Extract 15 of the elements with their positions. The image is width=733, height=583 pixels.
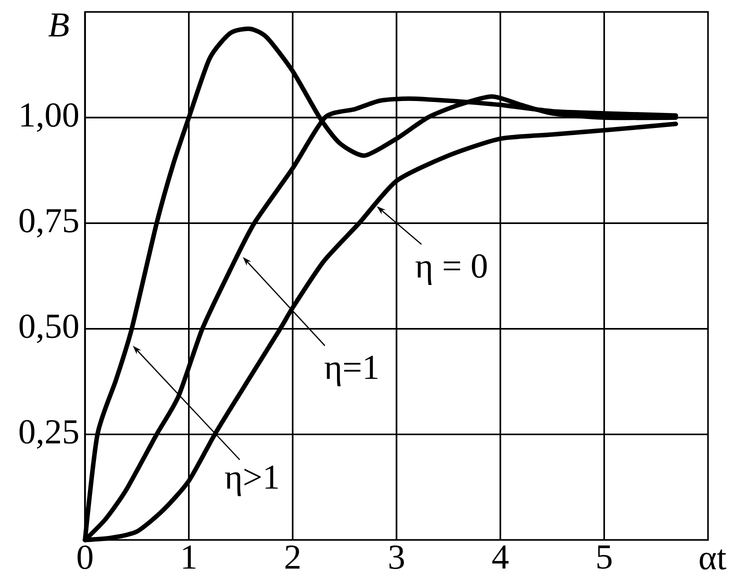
x-tick-label: 5 — [597, 546, 612, 569]
annotation: η = 0 — [416, 254, 487, 286]
x-axis-title: αt — [700, 550, 726, 570]
x-tick-label: 3 — [389, 546, 404, 570]
x-tick-label: 0 — [78, 546, 92, 570]
y-tick-label: 0,50 — [20, 314, 78, 344]
y-tick-label: 0,75 — [20, 208, 78, 238]
x-tick-label: 4 — [492, 546, 509, 569]
annotation: η=1 — [324, 356, 378, 386]
y-axis-title: B — [48, 14, 69, 37]
x-tick-label: 1 — [183, 546, 196, 569]
annotation: η>1 — [224, 466, 278, 496]
y-tick-label: 0,25 — [20, 420, 78, 449]
y-tick-label: 1,00 — [21, 103, 78, 132]
x-tick-label: 2 — [285, 546, 300, 569]
